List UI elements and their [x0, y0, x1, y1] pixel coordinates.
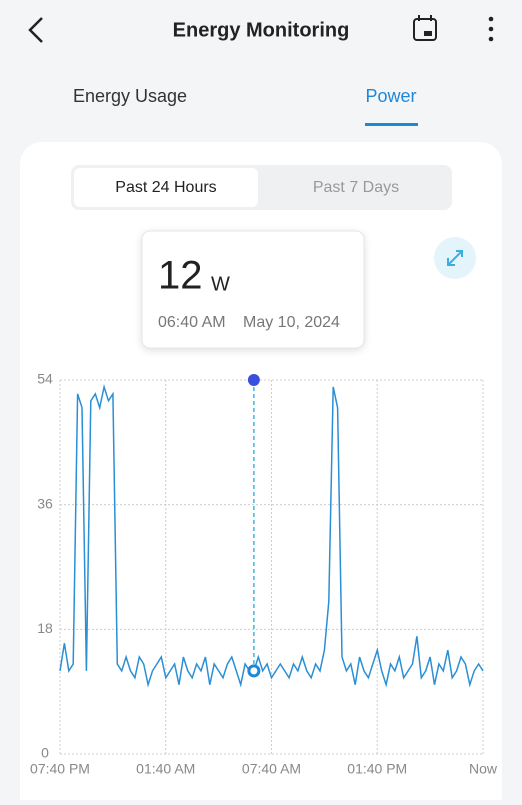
cursor-point [247, 664, 261, 678]
x-tick-label: 01:40 AM [136, 761, 195, 777]
range-option[interactable]: Past 7 Days [313, 179, 399, 196]
y-tick-label: 36 [37, 495, 53, 511]
tooltip-time: 06:40 AM [158, 314, 226, 331]
x-tick-label: Now [469, 761, 498, 777]
tooltip-unit: W [211, 273, 230, 295]
chart: 0 18 36 54 07:40 PM 01:40 AM 07:40 AM 01:40 PM N… [30, 371, 498, 777]
y-tick-label: 18 [37, 620, 53, 636]
expand-button[interactable] [434, 237, 476, 279]
range-option[interactable]: Past 24 Hours [115, 179, 216, 196]
x-tick-label: 07:40 PM [30, 761, 90, 777]
x-tick-label: 01:40 PM [347, 761, 407, 777]
back-button[interactable] [28, 17, 43, 43]
tab-indicator [365, 123, 418, 126]
power-line [59, 383, 484, 688]
tab[interactable]: Energy Usage [73, 86, 187, 106]
calendar-button[interactable] [413, 15, 437, 41]
card [20, 142, 502, 805]
title: Energy Monitoring [173, 19, 350, 41]
tooltip-value: 12 [158, 254, 203, 298]
y-tick-label: 0 [41, 745, 49, 761]
cursor-handle [247, 374, 260, 386]
tab-active[interactable]: Power [365, 86, 416, 106]
tooltip-card [141, 230, 365, 349]
tooltip-date: May 10, 2024 [243, 314, 340, 331]
y-tick-label: 54 [37, 371, 53, 387]
more-button[interactable] [488, 16, 494, 42]
range-active[interactable] [74, 168, 258, 207]
x-tick-label: 07:40 AM [242, 761, 301, 777]
